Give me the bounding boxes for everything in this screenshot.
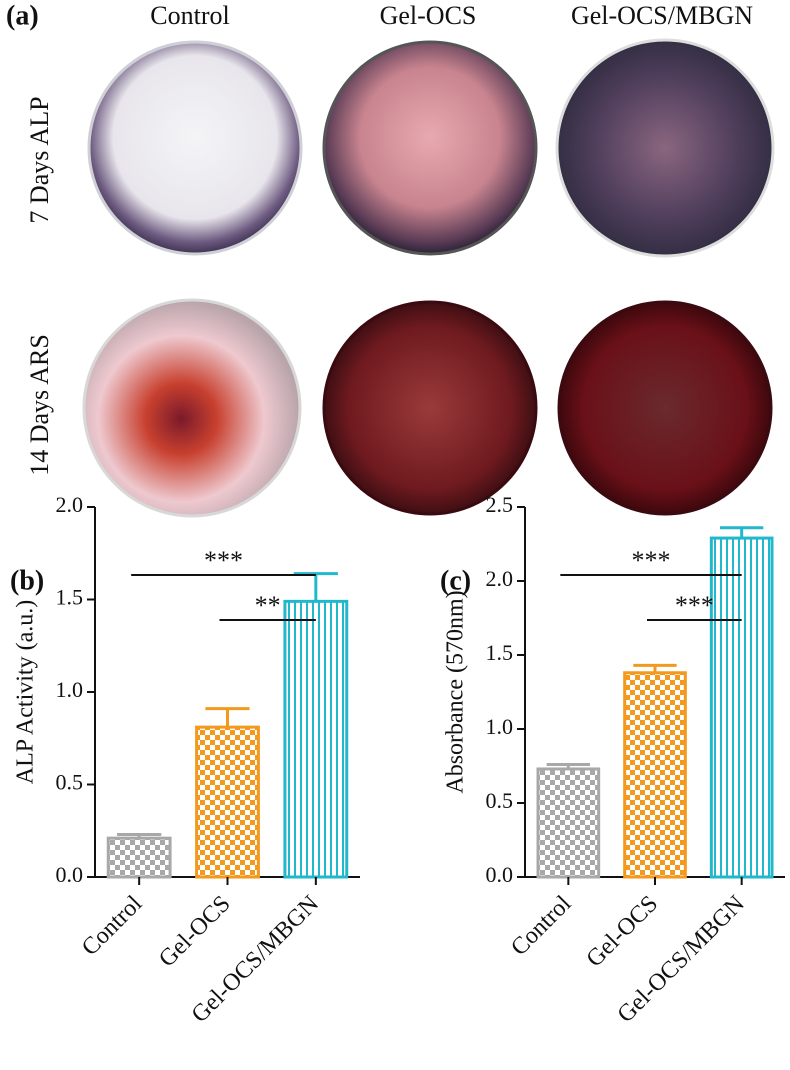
- y-tick-label: 2.0: [486, 566, 514, 591]
- panel-label: (c): [440, 565, 471, 596]
- x-tick-label: Control: [77, 891, 147, 961]
- y-tick-label: 1.5: [56, 585, 84, 610]
- column-header: Gel-OCS/MBGN: [571, 1, 753, 30]
- y-tick-label: 0.0: [486, 862, 514, 887]
- bar: [283, 599, 349, 879]
- row-label: 14 Days ARS: [25, 334, 54, 476]
- significance-label: ***: [204, 546, 243, 575]
- column-header: Control: [150, 1, 229, 30]
- significance-label: ***: [675, 591, 714, 620]
- photo: [557, 300, 773, 516]
- panel-label: (a): [6, 0, 39, 31]
- photo: [322, 40, 538, 256]
- y-tick-label: 2.0: [56, 492, 84, 517]
- column-header: Gel-OCS: [380, 1, 477, 30]
- x-tick-label: Gel-OCS: [582, 891, 664, 973]
- panel-label: (b): [10, 565, 44, 596]
- y-tick-label: 2.5: [486, 492, 514, 517]
- photo: [322, 300, 538, 516]
- x-tick-label: Control: [506, 891, 576, 961]
- y-tick-label: 0.0: [56, 862, 84, 887]
- bar: [106, 836, 172, 879]
- significance-label: ***: [632, 546, 671, 575]
- photo: [555, 38, 775, 258]
- bar: [536, 767, 601, 879]
- photo: [87, 40, 303, 256]
- y-tick-label: 1.0: [486, 714, 514, 739]
- bar: [709, 536, 774, 879]
- y-axis-label: ALP Activity (a.u.): [13, 600, 39, 784]
- photo: [82, 298, 302, 518]
- significance-label: **: [255, 591, 281, 620]
- x-tick-label: Gel-OCS: [154, 891, 236, 973]
- y-tick-label: 0.5: [486, 788, 514, 813]
- row-label: 7 Days ALP: [25, 96, 54, 223]
- bar: [623, 671, 687, 879]
- y-tick-label: 1.0: [56, 677, 84, 702]
- y-axis-label: Absorbance (570nm): [443, 590, 469, 793]
- y-tick-label: 1.5: [486, 640, 514, 665]
- y-tick-label: 0.5: [56, 770, 84, 795]
- bar: [195, 725, 260, 879]
